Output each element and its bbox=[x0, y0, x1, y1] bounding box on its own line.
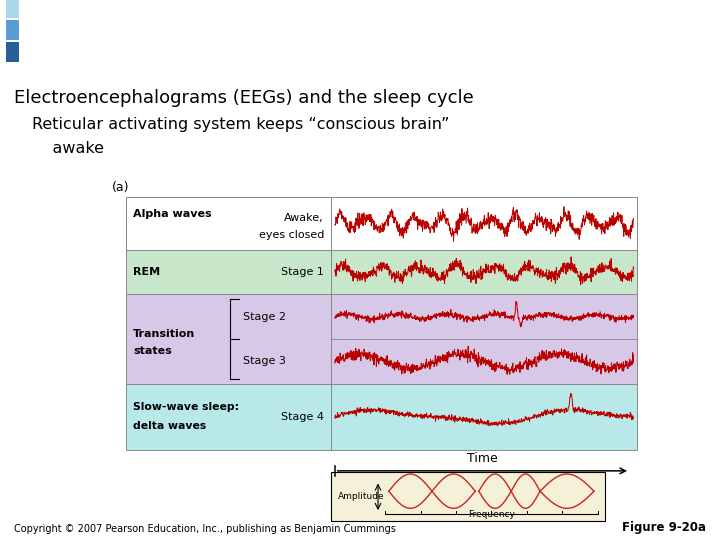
Bar bbox=[6, 19, 19, 40]
Text: Stage 4: Stage 4 bbox=[281, 412, 324, 422]
FancyBboxPatch shape bbox=[126, 249, 637, 294]
FancyBboxPatch shape bbox=[126, 383, 637, 450]
Text: Alpha waves: Alpha waves bbox=[133, 209, 212, 219]
Text: Awake,: Awake, bbox=[284, 213, 324, 224]
Text: Amplitude: Amplitude bbox=[338, 492, 385, 501]
Bar bbox=[6, 42, 19, 62]
Text: Stage 2: Stage 2 bbox=[243, 312, 286, 321]
Text: Frequency: Frequency bbox=[468, 510, 515, 519]
FancyBboxPatch shape bbox=[331, 472, 605, 521]
Text: REM: REM bbox=[133, 267, 161, 277]
Text: delta waves: delta waves bbox=[133, 421, 207, 431]
Text: Slow-wave sleep:: Slow-wave sleep: bbox=[133, 402, 239, 413]
Text: Transition: Transition bbox=[133, 329, 195, 339]
Text: Stage 1: Stage 1 bbox=[281, 267, 324, 277]
Text: Time: Time bbox=[467, 453, 498, 465]
Text: awake: awake bbox=[32, 140, 104, 156]
Text: Copyright © 2007 Pearson Education, Inc., publishing as Benjamin Cummings: Copyright © 2007 Pearson Education, Inc.… bbox=[14, 524, 396, 535]
Text: Reticular activating system keeps “conscious brain”: Reticular activating system keeps “consc… bbox=[32, 117, 450, 132]
Text: Stage 3: Stage 3 bbox=[243, 356, 286, 366]
Bar bbox=[6, 0, 19, 18]
Text: states: states bbox=[133, 346, 172, 356]
Text: Electroencephalograms (EEGs) and the sleep cycle: Electroencephalograms (EEGs) and the sle… bbox=[14, 89, 474, 107]
FancyBboxPatch shape bbox=[126, 294, 637, 383]
Text: eyes closed: eyes closed bbox=[258, 230, 324, 240]
FancyBboxPatch shape bbox=[126, 197, 637, 249]
Text: (a): (a) bbox=[112, 181, 129, 194]
Text: Figure 9-20a: Figure 9-20a bbox=[621, 522, 706, 535]
Text: Brain Function: States of Arousal: Brain Function: States of Arousal bbox=[30, 27, 472, 51]
